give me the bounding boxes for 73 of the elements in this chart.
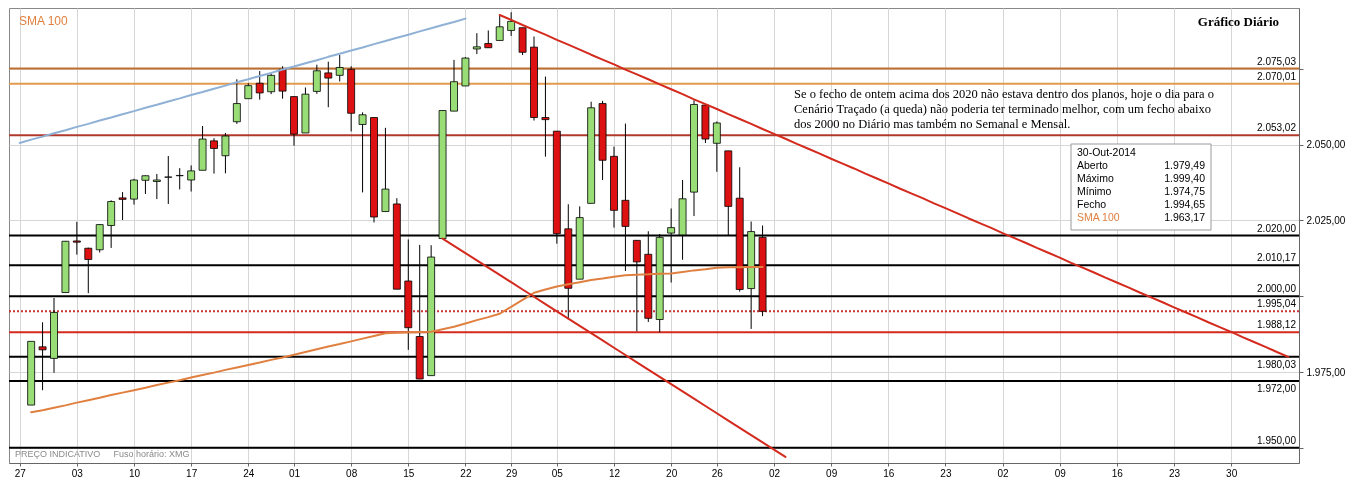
x-tick-label: 10 (128, 467, 141, 479)
candlestick (507, 11, 516, 37)
candlestick (164, 155, 173, 205)
candlestick (255, 70, 264, 101)
candlestick (712, 120, 721, 173)
ref-line-label: 2.010,17 (1257, 252, 1297, 264)
x-tick-label: 02 (768, 467, 781, 479)
chart-title: Gráfico Diário (1197, 14, 1279, 29)
ref-line-label: 2.053,02 (1257, 122, 1297, 134)
x-tick-label: 26 (711, 467, 724, 479)
text: SMA 100 (19, 14, 69, 28)
candlestick (152, 173, 161, 200)
candlestick (187, 164, 196, 193)
x-tick-label: 08 (346, 467, 358, 479)
x-tick-label: 09 (826, 467, 838, 479)
x-tick-label: 12 (608, 467, 621, 479)
candlestick (541, 76, 550, 158)
x-tick-label: 16 (883, 467, 895, 479)
y-tick-label: 2.050,00 (1306, 139, 1346, 150)
candlestick (175, 167, 184, 190)
candlestick (495, 14, 504, 41)
ref-line-label: 1.980,03 (1257, 358, 1297, 370)
ref-line-label: 2.000,00 (1257, 283, 1297, 295)
text: SMA 100 1.963,17 (1077, 211, 1205, 223)
line-series (18, 17, 467, 144)
candlestick (312, 64, 321, 95)
text: Aberto 1.979,49 (1077, 159, 1205, 171)
candlestick (232, 78, 241, 125)
x-tick-label: 17 (186, 467, 198, 479)
candlestick (141, 174, 150, 195)
x-tick-label: 27 (14, 467, 27, 479)
x-tick-label: 02 (997, 467, 1010, 479)
annotation: PREÇO INDICATIVO (15, 449, 101, 459)
candlestick (267, 73, 276, 95)
x-tick-label: 30 (1226, 467, 1238, 479)
candlestick (358, 111, 367, 193)
text: Fecho 1.994,65 (1077, 198, 1205, 210)
y-tick-label: 2.025,00 (1306, 214, 1346, 226)
candlestick (118, 191, 127, 221)
ref-line-label: 2.070,01 (1257, 70, 1297, 82)
x-tick-label: 23 (940, 467, 952, 479)
annotation: Fuso horário: XMG (113, 449, 190, 459)
x-tick-label: 09 (1054, 467, 1067, 479)
x-tick-label: 15 (403, 467, 415, 479)
candlestick (278, 65, 287, 100)
x-tick-label: 24 (243, 467, 255, 479)
x-tick-label: 29 (506, 467, 518, 479)
x-tick-label: 05 (551, 467, 564, 479)
text: Mínimo 1.974,75 (1077, 185, 1205, 197)
ref-line-label: 2.020,00 (1257, 222, 1297, 234)
text: Máximo 1.999,40 (1077, 172, 1205, 184)
candlestick (381, 127, 390, 213)
line-series (30, 266, 764, 414)
candlestick (221, 132, 230, 174)
x-tick-label: 01 (288, 467, 301, 479)
x-tick-label: 20 (666, 467, 678, 479)
annotation: 30-Out-2014 (1077, 146, 1137, 158)
x-tick-label: 23 (1168, 467, 1181, 479)
candlestick (324, 61, 333, 108)
x-tick-label: 03 (71, 467, 84, 479)
ref-line-label: 1.972,00 (1257, 383, 1297, 395)
x-tick-label: 22 (460, 467, 472, 479)
x-tick-label: 16 (1111, 467, 1124, 479)
ref-line-label: 2.075,03 (1257, 55, 1297, 67)
candlestick (472, 32, 481, 55)
y-tick-label: 1.975,00 (1306, 366, 1346, 378)
ref-line-label: 1.995,04 (1257, 298, 1297, 310)
annotation: Se o fecho de ontem acima dos 2020 não estava dentro dos planos, hoje o dia para o Cenário Traçado (a queda) não poderia ter terminado melhor, com um fecho abaixo dos 2000 no Diário mas também no Semanal e Mensal. (794, 87, 1215, 131)
ref-line-label: 1.988,12 (1257, 319, 1297, 331)
candlestick (335, 54, 344, 82)
candlestick (210, 137, 218, 175)
candlestick (130, 178, 138, 206)
ref-line-label: 1.950,00 (1257, 434, 1297, 446)
